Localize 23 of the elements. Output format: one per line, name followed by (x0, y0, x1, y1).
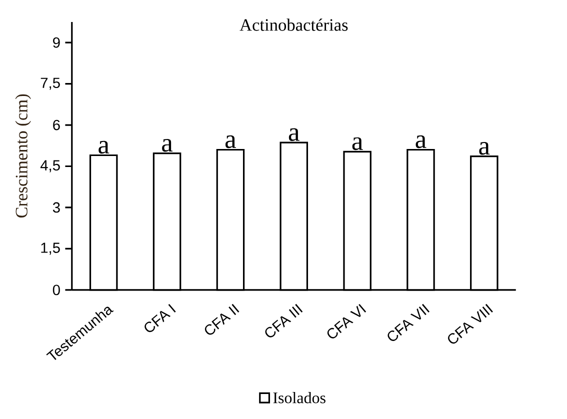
annotation: a (288, 128, 300, 141)
x-tick-label: CFA VI (327, 304, 366, 338)
annotation: a (352, 137, 363, 150)
legend-label: Isolados (273, 392, 326, 404)
x-tick-label: CFA III (265, 304, 303, 338)
annotation: a (416, 135, 426, 148)
annotation: a (162, 138, 173, 152)
y-tick-label: 6 (53, 120, 60, 130)
x-tick-label: CFA VIII (448, 304, 493, 344)
annotation: a (225, 135, 236, 148)
annotation: a (98, 140, 110, 154)
y-tick-label: 1,5 (41, 242, 60, 255)
x-tick-label: CFA VII (388, 304, 430, 342)
x-tick-label: CFA I (144, 304, 176, 332)
y-tick-label: 3 (52, 202, 60, 213)
annotation: a (479, 142, 490, 155)
y-tick-label: 0 (52, 284, 60, 296)
chart-title: Actinobactérias (240, 18, 348, 31)
x-tick-label: CFA II (204, 304, 240, 335)
y-tick-label: 4,5 (40, 160, 60, 172)
y-axis-title: Crescimento (cm) (15, 94, 31, 218)
y-tick-label: 9 (53, 37, 60, 48)
y-tick-label: 7,5 (40, 78, 60, 90)
